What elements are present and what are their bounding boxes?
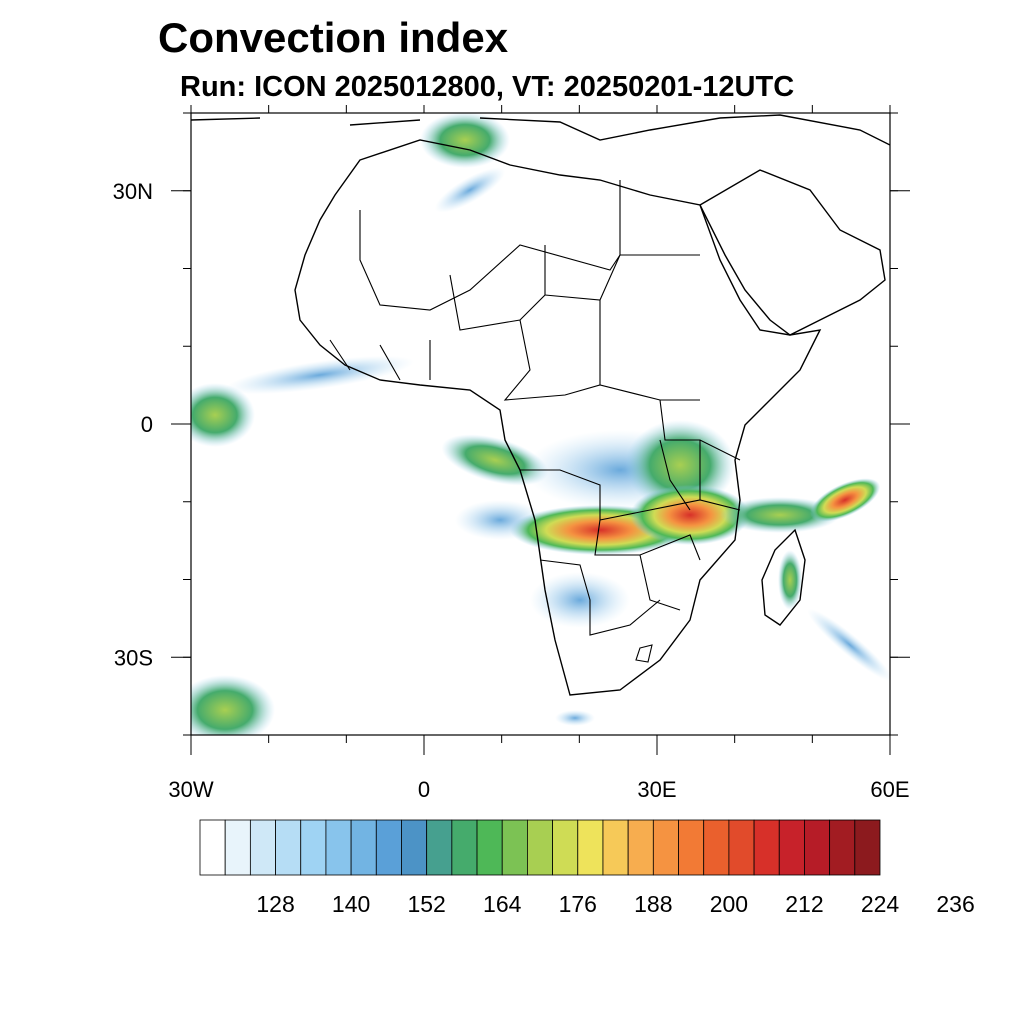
- lon-tick-label: 30E: [637, 777, 676, 802]
- colorbar-swatch: [199, 819, 226, 876]
- chart-title: Convection index: [158, 14, 509, 61]
- colorbar-swatch: [426, 819, 453, 876]
- colorbar-swatch: [854, 819, 881, 876]
- colorbar-swatch: [829, 819, 856, 876]
- axis-labels: 30W 0 30E 60E 30N 0 30S: [113, 179, 910, 802]
- colorbar-swatch: [401, 819, 428, 876]
- lat-tick-label: 30S: [114, 645, 153, 670]
- colorbar-label: 188: [634, 891, 672, 917]
- lon-tick-label: 0: [418, 777, 430, 802]
- convection-field: [191, 113, 890, 735]
- colorbar-swatch: [627, 819, 654, 876]
- colorbar-label: 212: [785, 891, 823, 917]
- colorbar-swatch: [678, 819, 705, 876]
- colorbar-swatch: [476, 819, 503, 876]
- colorbar-swatch: [703, 819, 730, 876]
- colorbar-swatch: [753, 819, 780, 876]
- colorbar: [199, 819, 881, 876]
- map-panel: [191, 113, 890, 735]
- colorbar-label: 236: [936, 891, 974, 917]
- colorbar-swatch: [451, 819, 478, 876]
- colorbar-swatch: [249, 819, 276, 876]
- colorbar-swatch: [300, 819, 327, 876]
- colorbar-swatch: [275, 819, 302, 876]
- colorbar-swatch: [552, 819, 579, 876]
- colorbar-label: 128: [256, 891, 294, 917]
- colorbar-swatch: [350, 819, 377, 876]
- colorbar-label: 164: [483, 891, 522, 917]
- colorbar-label: 140: [332, 891, 370, 917]
- colorbar-label: 176: [559, 891, 597, 917]
- colorbar-swatch: [325, 819, 352, 876]
- colorbar-swatch: [501, 819, 528, 876]
- lon-tick-label: 30W: [168, 777, 213, 802]
- colorbar-swatch: [728, 819, 755, 876]
- colorbar-swatch: [375, 819, 402, 876]
- colorbar-swatch: [652, 819, 679, 876]
- lon-tick-label: 60E: [870, 777, 909, 802]
- colorbar-labels: 128 140 152 164 176 188 200 212 224 236: [256, 891, 974, 917]
- colorbar-label: 200: [710, 891, 748, 917]
- colorbar-label: 152: [407, 891, 445, 917]
- colorbar-swatch: [527, 819, 553, 876]
- colorbar-swatch: [577, 819, 604, 876]
- chart-subtitle: Run: ICON 2025012800, VT: 20250201-12UTC: [180, 71, 795, 103]
- colorbar-swatch: [804, 819, 831, 876]
- colorbar-swatch: [602, 819, 629, 876]
- lat-tick-label: 30N: [113, 179, 153, 204]
- colorbar-label: 224: [861, 891, 900, 917]
- axis-ticks: [171, 105, 910, 755]
- coastlines: [191, 114, 890, 696]
- lat-tick-label: 0: [141, 412, 153, 437]
- colorbar-swatch: [224, 819, 251, 876]
- colorbar-swatch: [778, 819, 805, 876]
- country-borders: [329, 180, 741, 663]
